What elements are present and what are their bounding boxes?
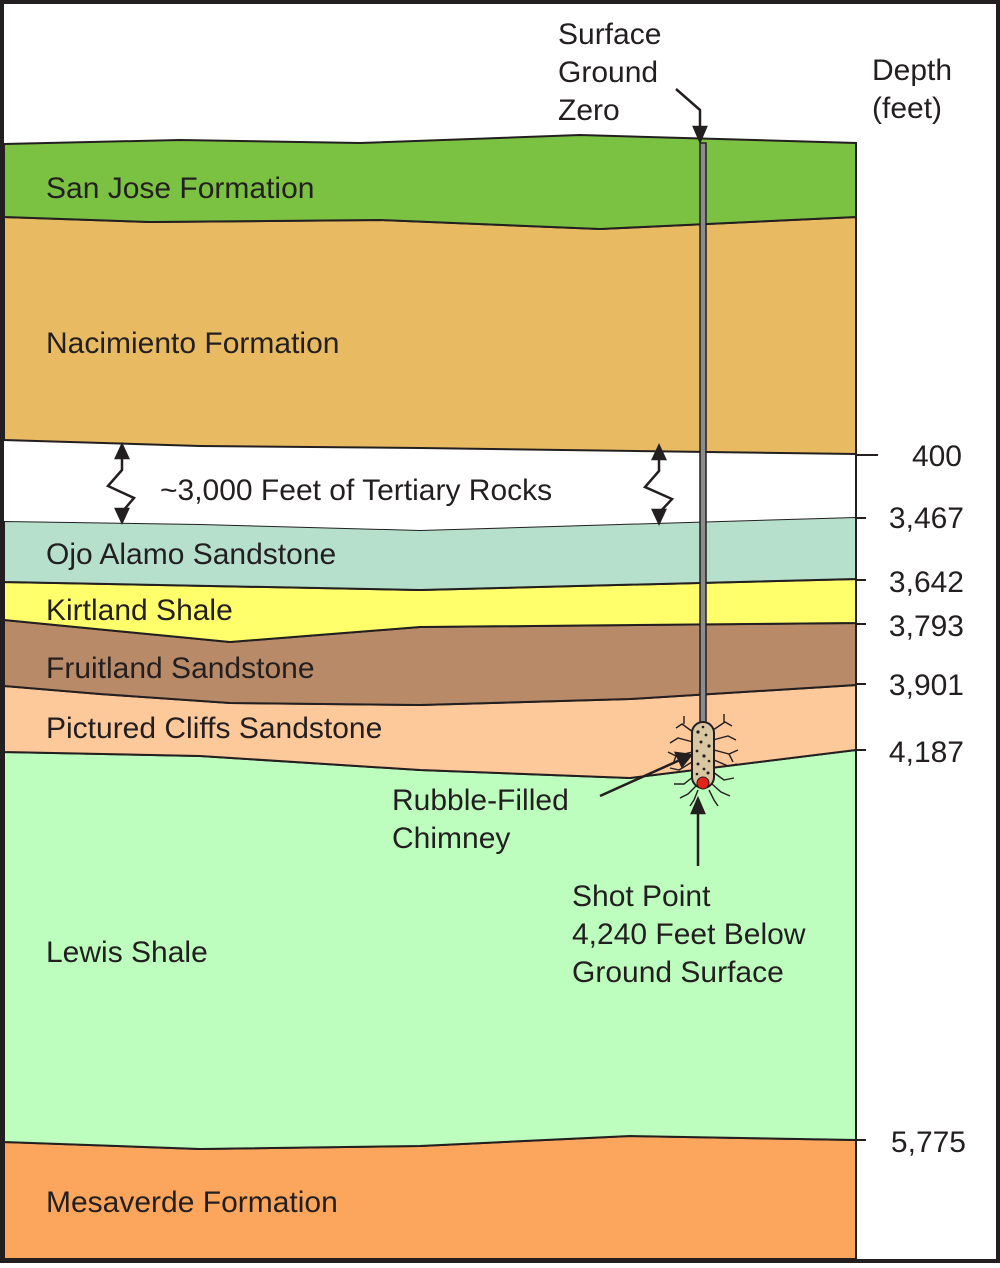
label-san-jose-formation: San Jose Formation bbox=[46, 172, 314, 205]
borehole-shaft bbox=[699, 142, 707, 724]
surface-ground-zero-label: Surface Ground Zero bbox=[558, 18, 670, 127]
label-fruitland-sandstone: Fruitland Sandstone bbox=[46, 652, 315, 685]
depth-value-3901: 3,901 bbox=[889, 669, 964, 702]
shot-point-label-line-3: Ground Surface bbox=[572, 956, 784, 989]
surface-label-line-1: Surface bbox=[558, 18, 661, 51]
chimney-arrow bbox=[599, 751, 694, 798]
depth-value-3793: 3,793 bbox=[889, 610, 964, 643]
depth-value-4187: 4,187 bbox=[889, 736, 964, 769]
depth-header-line-1: Depth bbox=[872, 54, 952, 87]
gap-break-arrow-left bbox=[105, 442, 137, 525]
surface-label-line-2: Ground bbox=[558, 56, 658, 89]
surface-label-line-3: Zero bbox=[558, 94, 620, 127]
label-lewis-shale: Lewis Shale bbox=[46, 936, 208, 969]
depth-value-3467: 3,467 bbox=[889, 502, 964, 535]
shot-point-arrow bbox=[690, 795, 706, 866]
surface-ground-zero-leader bbox=[675, 88, 708, 145]
depth-value-3642: 3,642 bbox=[889, 566, 964, 599]
label-pictured-cliffs-sandstone: Pictured Cliffs Sandstone bbox=[46, 712, 382, 745]
depth-header: Depth (feet) bbox=[872, 54, 960, 125]
rubble-filled-chimney-label: Rubble-Filled Chimney bbox=[392, 784, 577, 855]
depth-value-5775: 5,775 bbox=[891, 1126, 966, 1159]
shot-point-marker bbox=[696, 776, 710, 790]
depth-header-line-2: (feet) bbox=[872, 92, 942, 125]
chimney-label-line-2: Chimney bbox=[392, 822, 510, 855]
shot-point-label: Shot Point 4,240 Feet Below Ground Surfa… bbox=[572, 880, 814, 989]
chimney-label-line-1: Rubble-Filled bbox=[392, 784, 569, 817]
label-ojo-alamo-sandstone: Ojo Alamo Sandstone bbox=[46, 538, 336, 571]
gap-break-arrow-right bbox=[642, 443, 675, 526]
label-kirtland-shale: Kirtland Shale bbox=[46, 594, 233, 627]
label-mesaverde-formation: Mesaverde Formation bbox=[46, 1186, 338, 1219]
chimney-rubble-texture bbox=[695, 725, 711, 776]
depth-value-400: 400 bbox=[912, 440, 962, 473]
shot-point-label-line-2: 4,240 Feet Below bbox=[572, 918, 806, 951]
tertiary-gap-label: ~3,000 Feet of Tertiary Rocks bbox=[160, 474, 552, 507]
label-nacimiento-formation: Nacimiento Formation bbox=[46, 327, 339, 360]
shot-point-label-line-1: Shot Point bbox=[572, 880, 711, 913]
layer-tertiary-gap bbox=[4, 440, 856, 530]
depth-tick-marks bbox=[856, 454, 878, 1141]
